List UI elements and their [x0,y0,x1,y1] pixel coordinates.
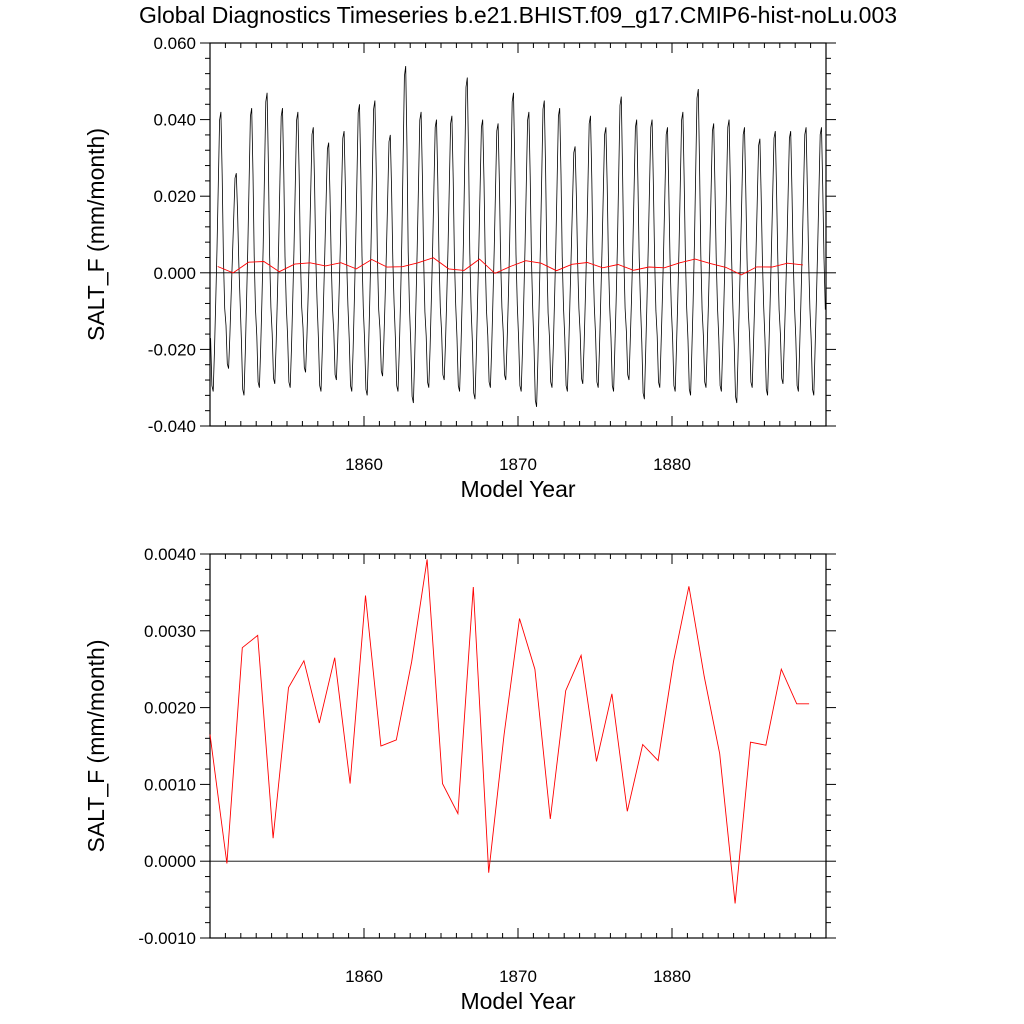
y-tick-label: -0.020 [148,340,196,359]
y-tick-label: -0.040 [148,417,196,436]
plot-frame [209,42,827,427]
y-axis-title: SALT_F (mm/month) [83,128,109,341]
y-tick-label: -0.0010 [138,929,196,948]
y-tick-label: 0.0020 [144,699,196,718]
series-line-monthly [210,65,826,407]
y-tick-label: 0.040 [153,111,196,130]
x-tick-label: 1860 [345,967,383,986]
y-axis-title: SALT_F (mm/month) [83,640,109,853]
x-tick-label: 1880 [653,967,691,986]
x-tick-label: 1870 [499,967,537,986]
y-tick-label: 0.060 [153,34,196,53]
chart-title: Global Diagnostics Timeseries b.e21.BHIS… [139,2,897,28]
y-tick-label: 0.0030 [144,622,196,641]
y-tick-label: 0.020 [153,187,196,206]
panel-monthly: 1860 1870 1880 -0.040 -0.020 0.000 0.020 0.040 0… [83,34,836,502]
x-tick-label: 1880 [653,455,691,474]
y-tick-label: 0.0040 [144,545,196,564]
x-axis-title: Model Year [460,988,575,1014]
series-line-annual [217,257,803,276]
x-tick-label: 1870 [499,455,537,474]
plot-frame [209,553,827,939]
x-tick-label: 1860 [345,455,383,474]
panel-annual: 1860 1870 1880 -0.0010 0.0000 0.0010 0.0020 0.0… [83,545,836,1014]
series-line-annual [209,559,810,904]
y-tick-label: 0.0010 [144,775,196,794]
y-tick-label: 0.0000 [144,852,196,871]
y-tick-label: 0.000 [153,264,196,283]
x-axis-title: Model Year [460,476,575,502]
